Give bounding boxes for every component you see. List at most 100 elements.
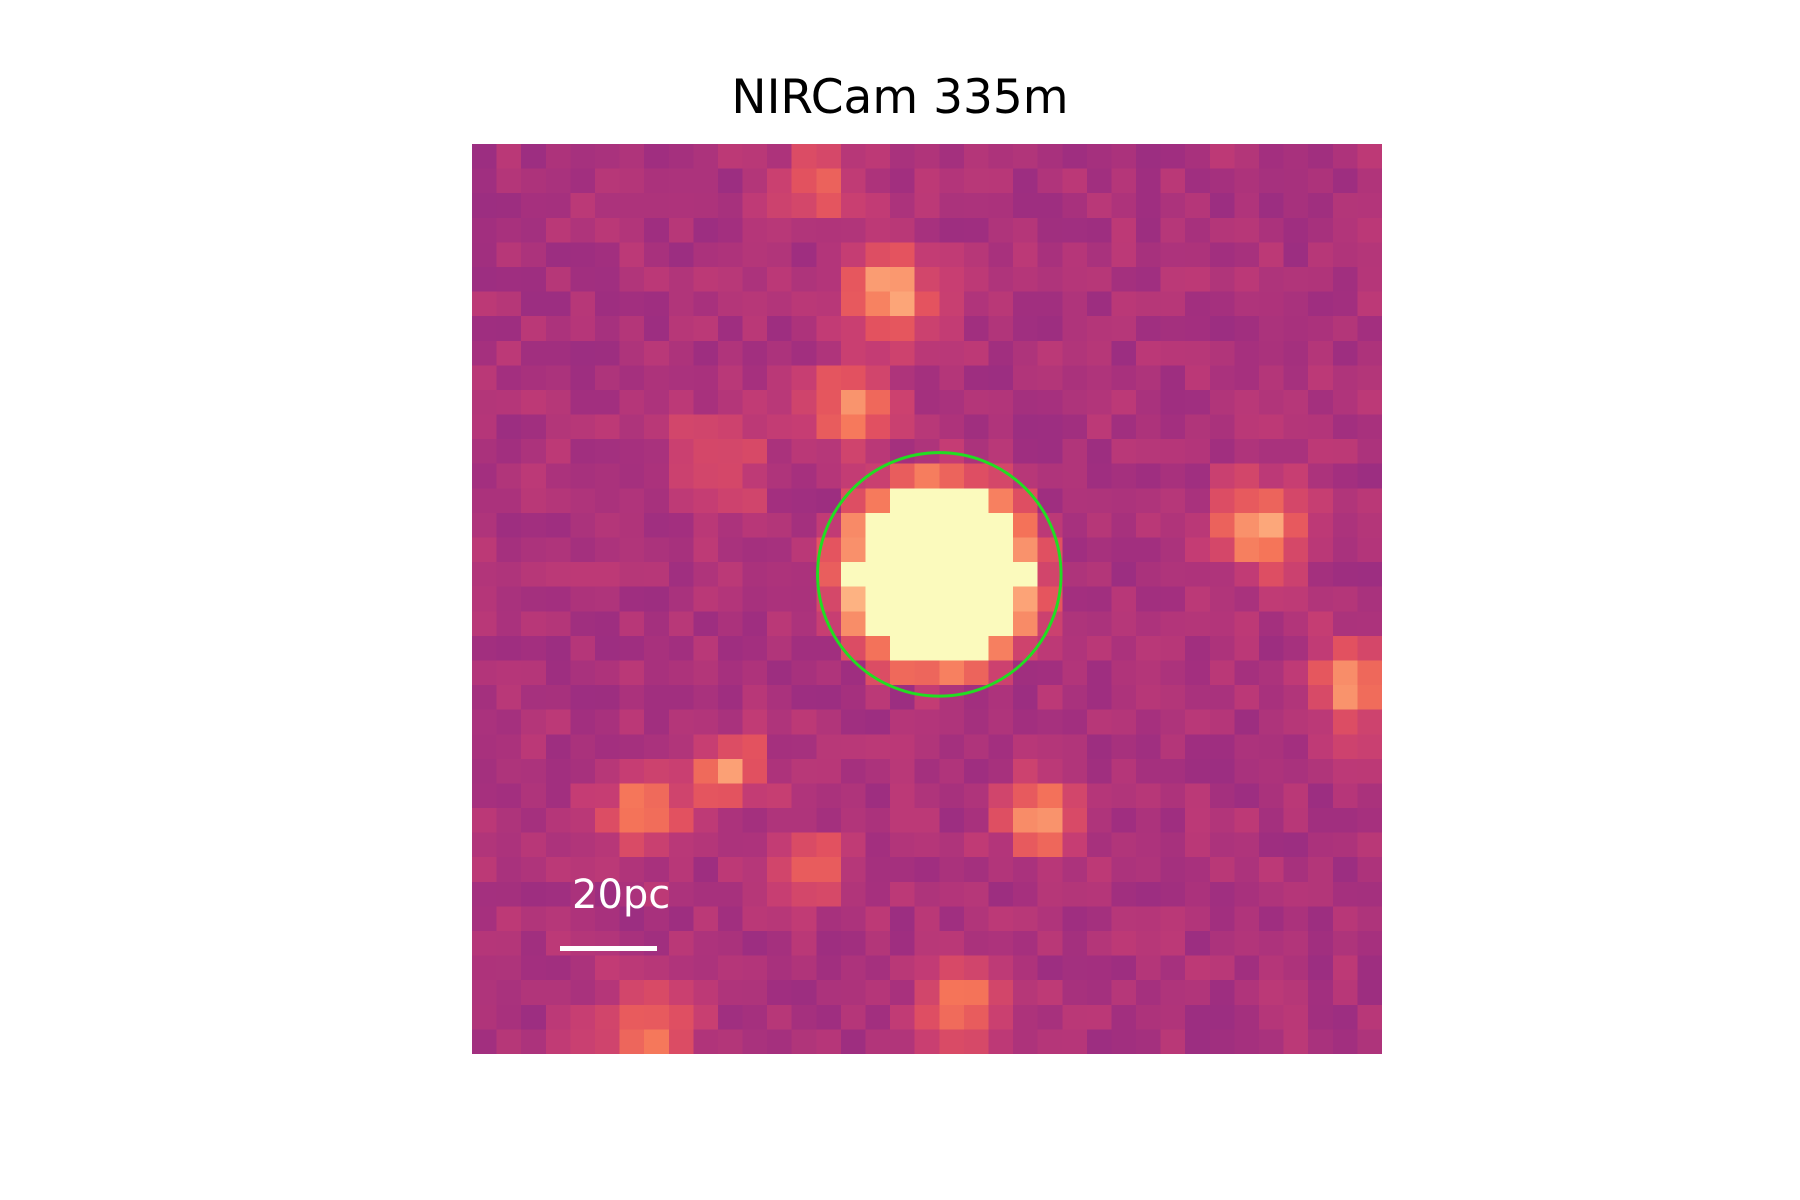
pixel — [1209, 316, 1235, 342]
pixel — [545, 758, 571, 784]
pixel — [1013, 758, 1039, 784]
pixel — [767, 242, 793, 268]
pixel — [545, 955, 571, 981]
pixel — [865, 439, 891, 465]
pixel — [1160, 758, 1186, 784]
pixel — [1308, 389, 1334, 416]
pixel — [594, 193, 621, 219]
pixel — [742, 611, 768, 637]
pixel — [1062, 734, 1088, 760]
pixel — [1160, 881, 1186, 907]
pixel — [644, 414, 670, 440]
pixel — [1234, 635, 1260, 661]
pixel — [890, 906, 916, 932]
pixel — [840, 832, 867, 858]
pixel — [1332, 291, 1358, 317]
pixel — [570, 266, 596, 293]
pixel — [644, 931, 670, 957]
pixel — [939, 488, 965, 514]
pixel — [472, 512, 498, 539]
pixel — [767, 1004, 793, 1030]
pixel — [1160, 783, 1186, 809]
pixel — [717, 734, 744, 760]
pixel — [1357, 217, 1382, 243]
pixel — [545, 144, 571, 170]
pixel — [1160, 316, 1186, 342]
pixel — [1160, 266, 1186, 293]
pixel — [742, 685, 768, 711]
pixel — [865, 316, 891, 342]
pixel — [1209, 931, 1235, 957]
pixel — [1160, 808, 1186, 834]
pixel — [767, 881, 793, 907]
pixel — [1332, 562, 1358, 588]
pixel — [890, 193, 916, 219]
pixel — [1308, 463, 1334, 489]
pixel — [521, 906, 547, 932]
pixel — [1185, 611, 1211, 637]
pixel — [1013, 266, 1039, 293]
pixel — [939, 906, 965, 932]
pixel — [619, 857, 645, 883]
pixel — [1037, 931, 1063, 957]
pixel — [767, 193, 793, 219]
pixel — [1308, 980, 1334, 1006]
pixel — [570, 980, 596, 1006]
pixel — [1234, 832, 1260, 858]
pixel — [1160, 193, 1186, 219]
pixel — [1111, 857, 1137, 883]
pixel — [1111, 217, 1137, 243]
pixel — [594, 685, 621, 711]
pixel — [717, 857, 744, 883]
pixel — [1111, 266, 1137, 293]
pixel — [1062, 660, 1088, 686]
pixel — [1283, 144, 1309, 170]
pixel — [570, 242, 596, 268]
pixel — [742, 242, 768, 268]
pixel — [1160, 562, 1186, 588]
pixel — [644, 611, 670, 637]
pixel — [1185, 832, 1211, 858]
pixel — [1086, 906, 1112, 932]
pixel — [1111, 365, 1137, 391]
pixel — [840, 562, 867, 588]
pixel — [1332, 144, 1358, 170]
pixel — [1160, 931, 1186, 957]
pixel — [767, 537, 793, 563]
pixel — [1332, 783, 1358, 809]
pixel — [890, 414, 916, 440]
pixel — [1062, 685, 1088, 711]
pixel — [1160, 537, 1186, 563]
pixel — [521, 414, 547, 440]
pixel — [521, 168, 547, 194]
pixel — [988, 414, 1014, 440]
pixel — [1308, 266, 1334, 293]
pixel — [619, 193, 645, 219]
pixel — [914, 586, 940, 612]
pixel — [496, 389, 522, 416]
pixel — [1037, 291, 1063, 317]
pixel — [1185, 439, 1211, 465]
pixel — [1283, 463, 1309, 489]
pixel — [914, 463, 940, 489]
pixel — [742, 758, 768, 784]
pixel — [791, 537, 817, 563]
pixel — [570, 832, 596, 858]
pixel — [1185, 340, 1211, 366]
pixel — [890, 808, 916, 834]
pixel — [1111, 488, 1137, 514]
pixel — [914, 537, 940, 563]
pixel — [545, 365, 571, 391]
pixel — [693, 537, 719, 563]
pixel — [963, 414, 989, 440]
pixel — [1136, 316, 1162, 342]
pixel — [963, 537, 989, 563]
pixel — [1062, 980, 1088, 1006]
pixel — [1136, 635, 1162, 661]
pixel — [1308, 168, 1334, 194]
pixel — [1209, 266, 1235, 293]
pixel — [1160, 291, 1186, 317]
pixel — [1332, 586, 1358, 612]
pixel — [988, 635, 1014, 661]
pixel — [988, 685, 1014, 711]
